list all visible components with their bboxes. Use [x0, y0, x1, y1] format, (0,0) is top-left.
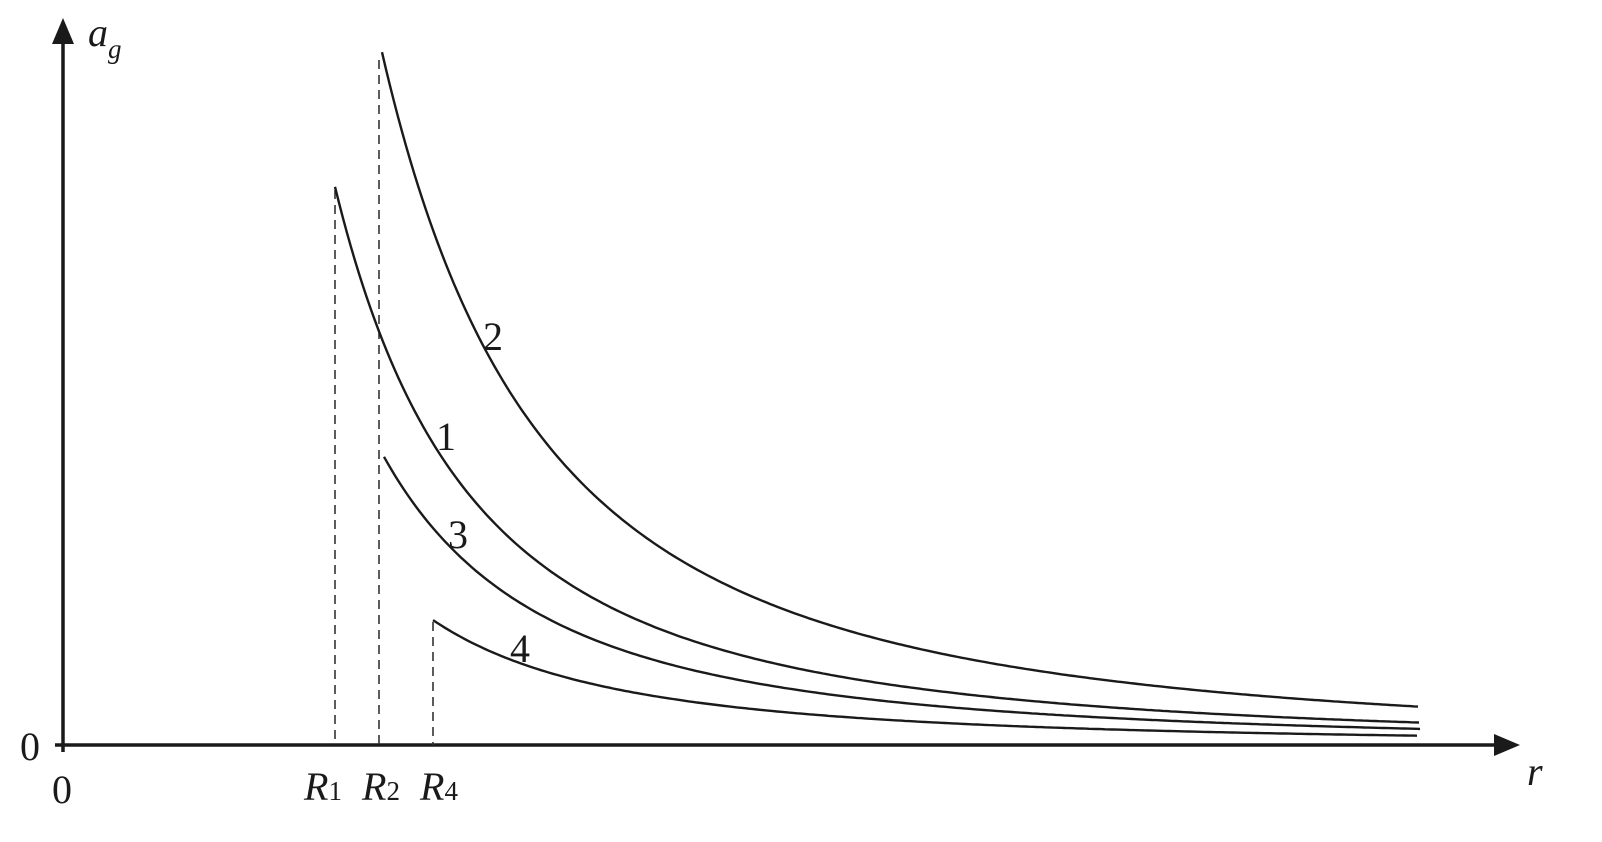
curve-label: 3 — [448, 512, 468, 557]
y-axis-arrow — [52, 18, 74, 44]
marker-label: R4 — [419, 764, 458, 809]
y-axis-label: ag — [88, 10, 122, 64]
curve — [380, 51, 1419, 708]
marker-label: R2 — [361, 764, 400, 809]
curve — [382, 456, 1421, 731]
x-origin-label: 0 — [52, 767, 72, 812]
curve — [432, 619, 1418, 737]
curve-label: 1 — [436, 414, 456, 459]
curve-label: 4 — [510, 626, 530, 671]
curves — [333, 51, 1421, 737]
curve-label: 2 — [483, 314, 503, 359]
x-axis-label: r — [1527, 749, 1543, 794]
x-axis-arrow — [1494, 734, 1520, 756]
curve — [333, 186, 1420, 724]
y-origin-label: 0 — [20, 724, 40, 769]
marker-label: R1 — [303, 764, 342, 809]
